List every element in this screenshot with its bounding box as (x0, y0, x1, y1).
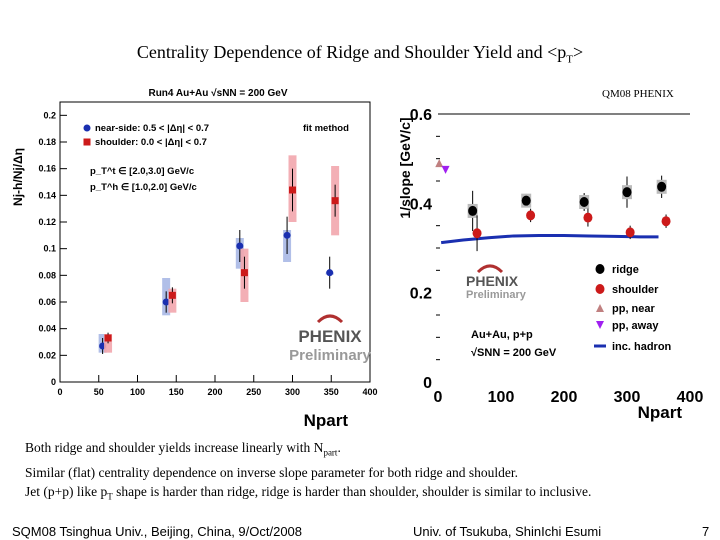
y-tick-label: 0.12 (38, 217, 56, 227)
inclusive-hadron-line (440, 233, 659, 245)
y-tick-label: 0.04 (38, 324, 56, 334)
y-tick-label: 0 (423, 375, 432, 392)
legend-pt-assoc: p_T^h ∈ [1.0,2.0] GeV/c (90, 182, 197, 193)
y-tick-label: 0.06 (38, 297, 56, 307)
legend-shoulder-marker (83, 138, 91, 146)
data-point-pp-away (441, 165, 450, 174)
legend-shoulder-label: shoulder (612, 284, 659, 296)
bullet-2: Similar (flat) centrality dependence on … (25, 464, 518, 480)
logo-text: PHENIX (298, 327, 362, 346)
slide-title: Centrality Dependence of Ridge and Shoul… (136, 42, 584, 66)
annotation-energy: √SNN = 200 GeV (471, 347, 557, 359)
y-tick-label: 0.2 (410, 286, 432, 303)
x-tick-label: 100 (130, 387, 145, 397)
data-point-ridge (521, 195, 531, 206)
x-tick-label: 100 (488, 389, 515, 406)
ridge-yield-chart: 0 50 100 150 200 250 300 350 400 0 0.02 0.04 0.06 0.0… (11, 88, 378, 430)
data-point-shoulder (583, 212, 593, 223)
data-point-near (162, 298, 170, 306)
data-point-ridge (579, 196, 589, 207)
x-tick-label: 400 (677, 389, 704, 406)
phenix-logo-icon (316, 314, 344, 324)
x-tick-label: 350 (324, 387, 339, 397)
data-point-shoulder (472, 228, 482, 239)
legend-ridge-label: ridge (612, 264, 639, 276)
phenix-logo-icon (476, 264, 504, 274)
footer-author: Univ. of Tsukuba, ShinIchi Esumi (413, 524, 602, 539)
data-point-shoulder (526, 210, 536, 221)
legend-near-label: near-side: 0.5 < |Δη| < 0.7 (95, 123, 209, 134)
data-point-pp-near (435, 159, 444, 168)
data-point-shoulder (625, 227, 635, 238)
x-tick-label: 200 (207, 387, 222, 397)
bullet-3: Jet (p+p) like pT shape is harder than r… (25, 483, 592, 502)
summary-bullets: Both ridge and shoulder yields increase … (25, 438, 591, 506)
y-tick-label: 0.16 (38, 164, 56, 174)
data-point-shoulder (240, 269, 248, 277)
x-tick-label: 0 (434, 389, 443, 406)
y-tick-label: 0.1 (43, 244, 56, 254)
legend-pp-away-marker (596, 321, 604, 329)
logo-sub-text: Preliminary (289, 347, 371, 364)
chart-title: Run4 Au+Au √sNN = 200 GeV (148, 88, 287, 99)
y-tick-label: 0.14 (38, 190, 56, 200)
legend-near-marker (83, 124, 91, 132)
x-axis-label: Npart (638, 403, 683, 422)
footer-venue: SQM08 Tsinghua Univ., Beijing, China, 9/… (12, 524, 303, 539)
bullet-1: Both ridge and shoulder yields increase … (25, 440, 341, 458)
legend-pp-near-label: pp, near (612, 303, 656, 315)
x-tick-label: 0 (57, 387, 62, 397)
y-axis-label: Nj-h/Nj/Δη (11, 148, 25, 206)
data-point-ridge (468, 205, 478, 216)
x-tick-label: 150 (169, 387, 184, 397)
legend-pp-near-marker (596, 304, 604, 312)
data-point-ridge (622, 187, 632, 198)
x-tick-label: 200 (551, 389, 578, 406)
annotation-system: Au+Au, p+p (471, 329, 533, 341)
legend-shoulder-marker (595, 284, 605, 294)
logo-sub-text: Preliminary (466, 289, 527, 301)
data-point-shoulder (104, 334, 112, 342)
y-tick-label: 0.4 (410, 196, 432, 213)
y-tick-label: 0.02 (38, 350, 56, 360)
data-point-near (326, 269, 334, 277)
x-tick-label: 400 (362, 387, 377, 397)
legend-shoulder-label: shoulder: 0.0 < |Δη| < 0.7 (95, 137, 207, 148)
data-point-shoulder (289, 186, 296, 194)
x-tick-label: 250 (246, 387, 261, 397)
y-axis-label: 1/slope [GeV/c] (397, 117, 413, 218)
legend-pp-away-label: pp, away (612, 320, 659, 332)
data-point-shoulder (168, 291, 176, 299)
data-point-shoulder (331, 197, 339, 205)
x-tick-label: 50 (94, 387, 104, 397)
data-point-near (283, 231, 291, 239)
x-axis-label: Npart (304, 411, 349, 430)
legend-ridge-marker (595, 264, 605, 274)
legend-inc-hadron-label: inc. hadron (612, 341, 672, 353)
x-tick-label: 300 (285, 387, 300, 397)
data-point-ridge (657, 181, 667, 192)
x-tick-label: 300 (614, 389, 641, 406)
y-tick-label: 0.18 (38, 137, 56, 147)
data-point-near (236, 242, 244, 250)
y-tick-label: 0.2 (43, 110, 56, 120)
legend-pt-trigger: p_T^t ∈ [2.0,3.0] GeV/c (90, 166, 194, 177)
y-tick-label: 0.6 (410, 107, 432, 124)
page-number: 7 (702, 524, 710, 539)
data-point-shoulder (661, 216, 671, 227)
y-tick-label: 0.08 (38, 270, 56, 280)
logo-text: PHENIX (466, 273, 519, 289)
legend-method-label: fit method (303, 123, 349, 134)
conference-tag: QM08 PHENIX (602, 88, 674, 100)
y-tick-label: 0 (51, 377, 56, 387)
